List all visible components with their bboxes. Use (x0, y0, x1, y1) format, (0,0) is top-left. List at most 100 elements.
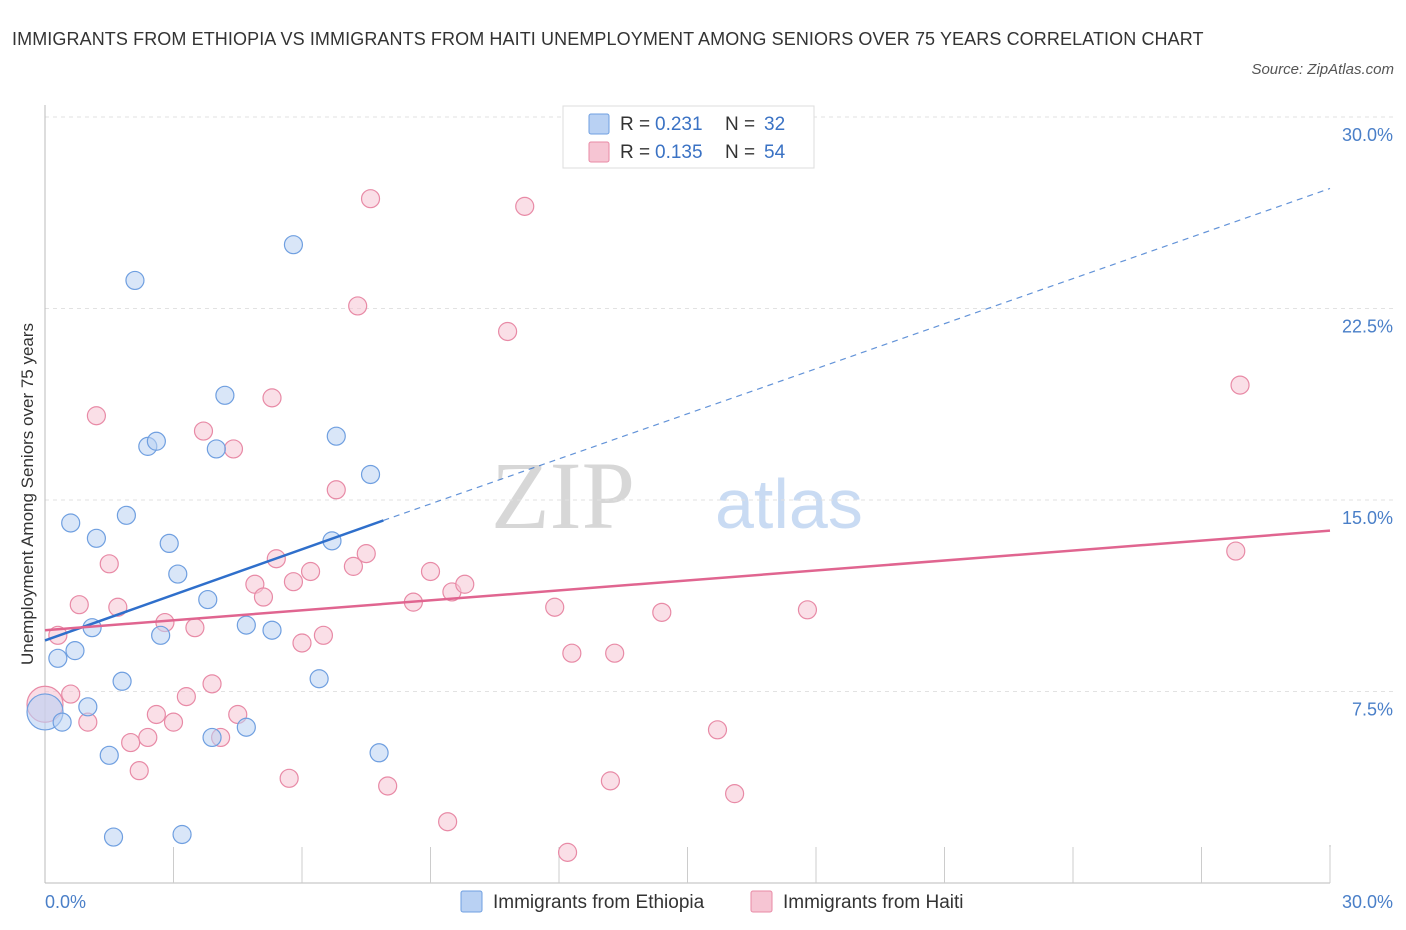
point-ethiopia (61, 513, 81, 533)
point-haiti (326, 480, 346, 500)
trend-line-ethiopia (44, 519, 384, 642)
series-legend: Immigrants from Ethiopia Immigrants from… (460, 890, 964, 913)
point-haiti (129, 761, 149, 781)
point-haiti (176, 687, 196, 707)
watermark-atlas: atlas (715, 465, 863, 543)
point-haiti (146, 704, 166, 725)
bottom-legend-swatch-haiti (750, 890, 773, 913)
point-ethiopia (198, 589, 218, 610)
y-axis-title: Unemployment Among Seniors over 75 years (18, 323, 37, 665)
point-haiti (121, 732, 141, 753)
stats-legend: R = 0.231 N = 32 R = 0.135 N = 54 (562, 105, 815, 169)
point-haiti (378, 776, 398, 796)
y-tick-label: 7.5% (1352, 700, 1393, 720)
point-haiti (185, 618, 205, 638)
bottom-legend-haiti: Immigrants from Haiti (783, 892, 964, 913)
point-ethiopia (86, 528, 107, 548)
point-ethiopia (309, 669, 329, 689)
point-haiti (69, 595, 89, 615)
point-haiti (193, 421, 214, 441)
point-haiti (438, 812, 458, 832)
watermark-zip: ZIP (491, 442, 635, 549)
grid (45, 116, 1393, 692)
point-ethiopia (52, 712, 72, 732)
point-haiti (99, 554, 119, 574)
legend-r-value-ethiopia: 0.231 (655, 114, 703, 135)
point-ethiopia (146, 431, 166, 451)
point-haiti (545, 597, 565, 617)
point-haiti (313, 625, 334, 645)
point-ethiopia (116, 505, 136, 525)
point-ethiopia (48, 648, 68, 668)
point-haiti (725, 784, 745, 804)
point-haiti (562, 643, 582, 663)
point-ethiopia (206, 439, 226, 459)
point-ethiopia (151, 625, 171, 645)
point-haiti (279, 768, 299, 788)
point-ethiopia (202, 727, 222, 748)
chart-title: IMMIGRANTS FROM ETHIOPIA VS IMMIGRANTS F… (12, 29, 1204, 49)
trend-line-haiti (44, 529, 1331, 632)
point-haiti (652, 602, 672, 622)
point-haiti (557, 842, 578, 862)
point-ethiopia (283, 235, 304, 255)
point-haiti (1230, 375, 1250, 395)
trend-lines (44, 187, 1331, 642)
legend-n-label-haiti: N = (725, 142, 755, 163)
point-haiti (515, 196, 535, 216)
point-haiti (202, 674, 222, 694)
point-ethiopia (326, 426, 346, 446)
point-ethiopia (65, 641, 85, 661)
point-haiti (253, 587, 274, 607)
point-haiti (707, 720, 728, 740)
point-haiti (600, 771, 621, 791)
legend-n-value-haiti: 54 (764, 142, 786, 163)
bottom-legend-swatch-ethiopia (460, 890, 483, 913)
point-haiti (498, 321, 518, 342)
point-ethiopia (262, 620, 282, 640)
point-ethiopia (125, 270, 145, 291)
point-haiti (283, 572, 304, 592)
point-haiti (1226, 541, 1246, 561)
legend-swatch-ethiopia (588, 113, 610, 135)
point-ethiopia (78, 697, 98, 717)
point-haiti (262, 388, 282, 408)
point-ethiopia (215, 385, 235, 405)
point-haiti (163, 712, 184, 732)
point-haiti (343, 556, 363, 576)
point-ethiopia (112, 671, 132, 691)
point-ethiopia (103, 827, 124, 847)
legend-swatch-haiti (588, 141, 610, 163)
axes: 7.5% 15.0% 22.5% 30.0% (44, 105, 1393, 884)
y-tick-label: 30.0% (1342, 125, 1393, 145)
point-ethiopia (369, 743, 389, 763)
point-haiti (356, 544, 376, 564)
trend-line-ethiopia-extended (383, 187, 1331, 521)
x-tick-min: 0.0% (45, 892, 86, 912)
point-ethiopia (172, 824, 192, 845)
point-ethiopia (159, 533, 179, 554)
point-haiti (605, 643, 625, 663)
point-haiti (360, 189, 381, 209)
point-haiti (86, 406, 107, 426)
point-haiti (223, 439, 244, 459)
point-ethiopia (99, 745, 119, 765)
legend-r-label-haiti: R = (620, 142, 650, 163)
legend-n-value-ethiopia: 32 (764, 114, 785, 135)
y-tick-label: 22.5% (1342, 317, 1393, 337)
point-haiti (420, 561, 441, 582)
data-points (26, 189, 1250, 862)
point-haiti (797, 600, 818, 620)
point-haiti (348, 296, 368, 316)
point-haiti (455, 574, 475, 594)
legend-r-value-haiti: 0.135 (655, 142, 703, 163)
point-haiti (61, 684, 81, 704)
legend-n-label-ethiopia: N = (725, 114, 755, 135)
point-ethiopia (236, 717, 256, 737)
point-haiti (138, 727, 158, 748)
point-haiti (300, 561, 321, 582)
x-tick-max: 30.0% (1342, 892, 1393, 912)
legend-r-label-ethiopia: R = (620, 114, 650, 135)
point-haiti (292, 633, 312, 653)
